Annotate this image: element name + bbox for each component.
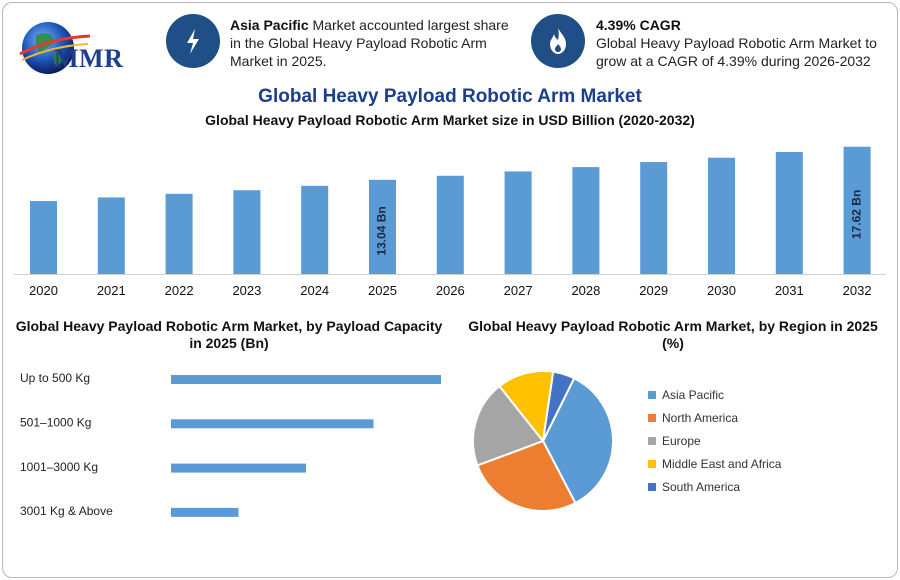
legend-swatch xyxy=(648,414,656,422)
highlight-badge-2 xyxy=(531,14,585,68)
bar-2026 xyxy=(436,175,464,274)
payload-bar xyxy=(171,375,441,384)
legend-item: Asia Pacific xyxy=(648,388,781,411)
legend-swatch xyxy=(648,460,656,468)
pie-slice-middle-east-and-africa xyxy=(498,370,555,444)
legend-item: South America xyxy=(648,480,781,503)
bar-data-label: 17.62 Bn xyxy=(849,190,863,239)
legend-item: North America xyxy=(648,411,781,434)
legend-item: Middle East and Africa xyxy=(648,457,781,480)
payload-category-label: 3001 Kg & Above xyxy=(20,504,113,518)
payload-bar xyxy=(171,463,306,473)
x-tick-label: 2024 xyxy=(300,283,329,298)
mmr-logo: MMR xyxy=(14,14,138,78)
region-pie-chart xyxy=(472,370,614,512)
x-tick-label: 2030 xyxy=(707,283,736,298)
payload-bar xyxy=(171,507,239,517)
bar-2029 xyxy=(640,162,668,274)
legend-label: South America xyxy=(662,480,741,494)
logo-wordmark: MMR xyxy=(54,44,124,73)
x-tick-label: 2023 xyxy=(232,283,261,298)
page-title: Global Heavy Payload Robotic Arm Market xyxy=(258,86,642,107)
legend-swatch xyxy=(648,437,656,445)
region-chart-title: Global Heavy Payload Robotic Arm Market,… xyxy=(468,318,878,351)
bar-2027 xyxy=(504,171,532,274)
bar-data-label: 13.04 Bn xyxy=(375,206,389,255)
highlight-body-2: Global Heavy Payload Robotic Arm Market … xyxy=(596,35,877,69)
payload-category-label: 1001–3000 Kg xyxy=(20,460,98,474)
legend-label: North America xyxy=(662,411,739,425)
region-legend: Asia Pacific North America Europe Middle Ea… xyxy=(648,388,781,503)
payload-bar xyxy=(171,419,374,429)
x-tick-label: 2020 xyxy=(29,283,58,298)
highlight-bold-1: Asia Pacific xyxy=(230,17,309,33)
bar-2032 xyxy=(843,146,871,274)
pie-slice-south-america xyxy=(542,370,576,442)
x-tick-label: 2029 xyxy=(639,283,668,298)
x-tick-label: 2028 xyxy=(571,283,600,298)
bar-2028 xyxy=(572,167,600,274)
x-tick-label: 2021 xyxy=(97,283,126,298)
pie-slice-north-america xyxy=(476,439,577,512)
bar-2030 xyxy=(708,157,735,274)
globe-icon xyxy=(19,22,91,74)
x-tick-label: 2022 xyxy=(165,283,194,298)
x-tick-label: 2027 xyxy=(504,283,533,298)
payload-capacity-bar-chart: Up to 500 Kg 501–1000 Kg 1001–3000 Kg 3001 … xyxy=(20,371,441,518)
flame-icon xyxy=(550,28,566,54)
bar-2031 xyxy=(775,151,803,274)
bar-2024 xyxy=(301,185,329,274)
highlight-text-2: 4.39% CAGR Global Heavy Payload Robotic A… xyxy=(596,16,886,70)
highlight-text-1: Asia Pacific Market accounted largest sh… xyxy=(230,16,520,70)
payload-chart-title: Global Heavy Payload Robotic Arm Market,… xyxy=(15,318,443,351)
bar-chart-title: Global Heavy Payload Robotic Arm Market … xyxy=(205,112,695,128)
lightning-icon xyxy=(187,29,199,54)
legend-swatch xyxy=(648,391,656,399)
legend-label: Europe xyxy=(662,434,701,448)
highlight-bold-2: 4.39% CAGR xyxy=(596,17,681,33)
bar-2021 xyxy=(97,197,125,274)
x-tick-label: 2026 xyxy=(436,283,465,298)
x-tick-label: 2025 xyxy=(368,283,397,298)
highlight-body-1: Market accounted largest share in the Gl… xyxy=(230,17,509,69)
legend-swatch xyxy=(648,483,656,491)
bar-2025 xyxy=(369,179,396,274)
legend-label: Asia Pacific xyxy=(662,388,725,402)
pie-slice-europe xyxy=(472,384,545,467)
legend-item: Europe xyxy=(648,434,781,457)
payload-category-label: Up to 500 Kg xyxy=(20,371,90,385)
pie-slice-asia-pacific xyxy=(541,376,614,505)
highlight-badge-1 xyxy=(166,14,220,68)
bar-2020 xyxy=(30,201,57,274)
market-size-bar-chart: 2020 2021 2022 2023 2024 2025 13.04 Bn 2026 2027… xyxy=(14,146,886,298)
bar-2022 xyxy=(165,193,193,274)
payload-category-label: 501–1000 Kg xyxy=(20,415,91,429)
bar-2023 xyxy=(233,190,261,274)
x-tick-label: 2031 xyxy=(775,283,804,298)
legend-label: Middle East and Africa xyxy=(662,457,782,471)
x-tick-label: 2032 xyxy=(843,283,872,298)
